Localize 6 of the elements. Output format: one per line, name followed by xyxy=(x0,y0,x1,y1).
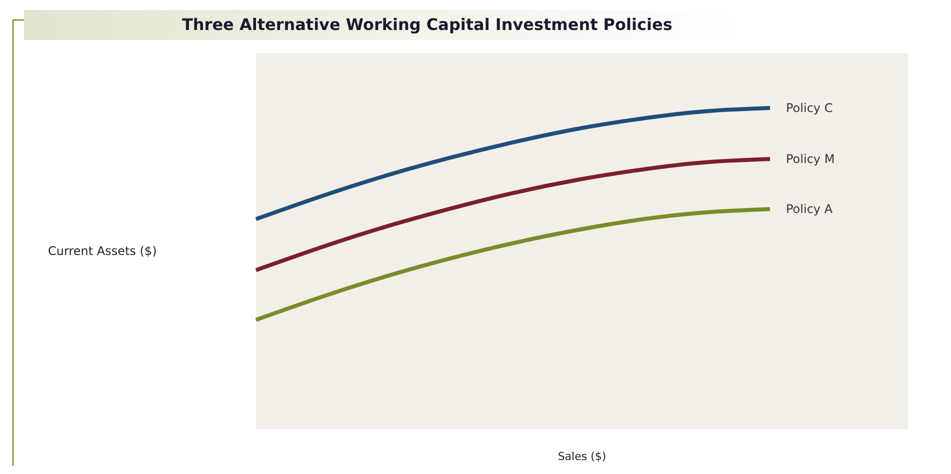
text: Current Assets ($) xyxy=(48,244,157,258)
series-label: Policy M xyxy=(786,152,835,166)
text: Sales ($) xyxy=(558,450,606,463)
series-label: Policy A xyxy=(786,202,834,216)
series-label: Policy C xyxy=(786,101,833,115)
chart-title: Three Alternative Working Capital Investment Policies xyxy=(182,15,672,34)
